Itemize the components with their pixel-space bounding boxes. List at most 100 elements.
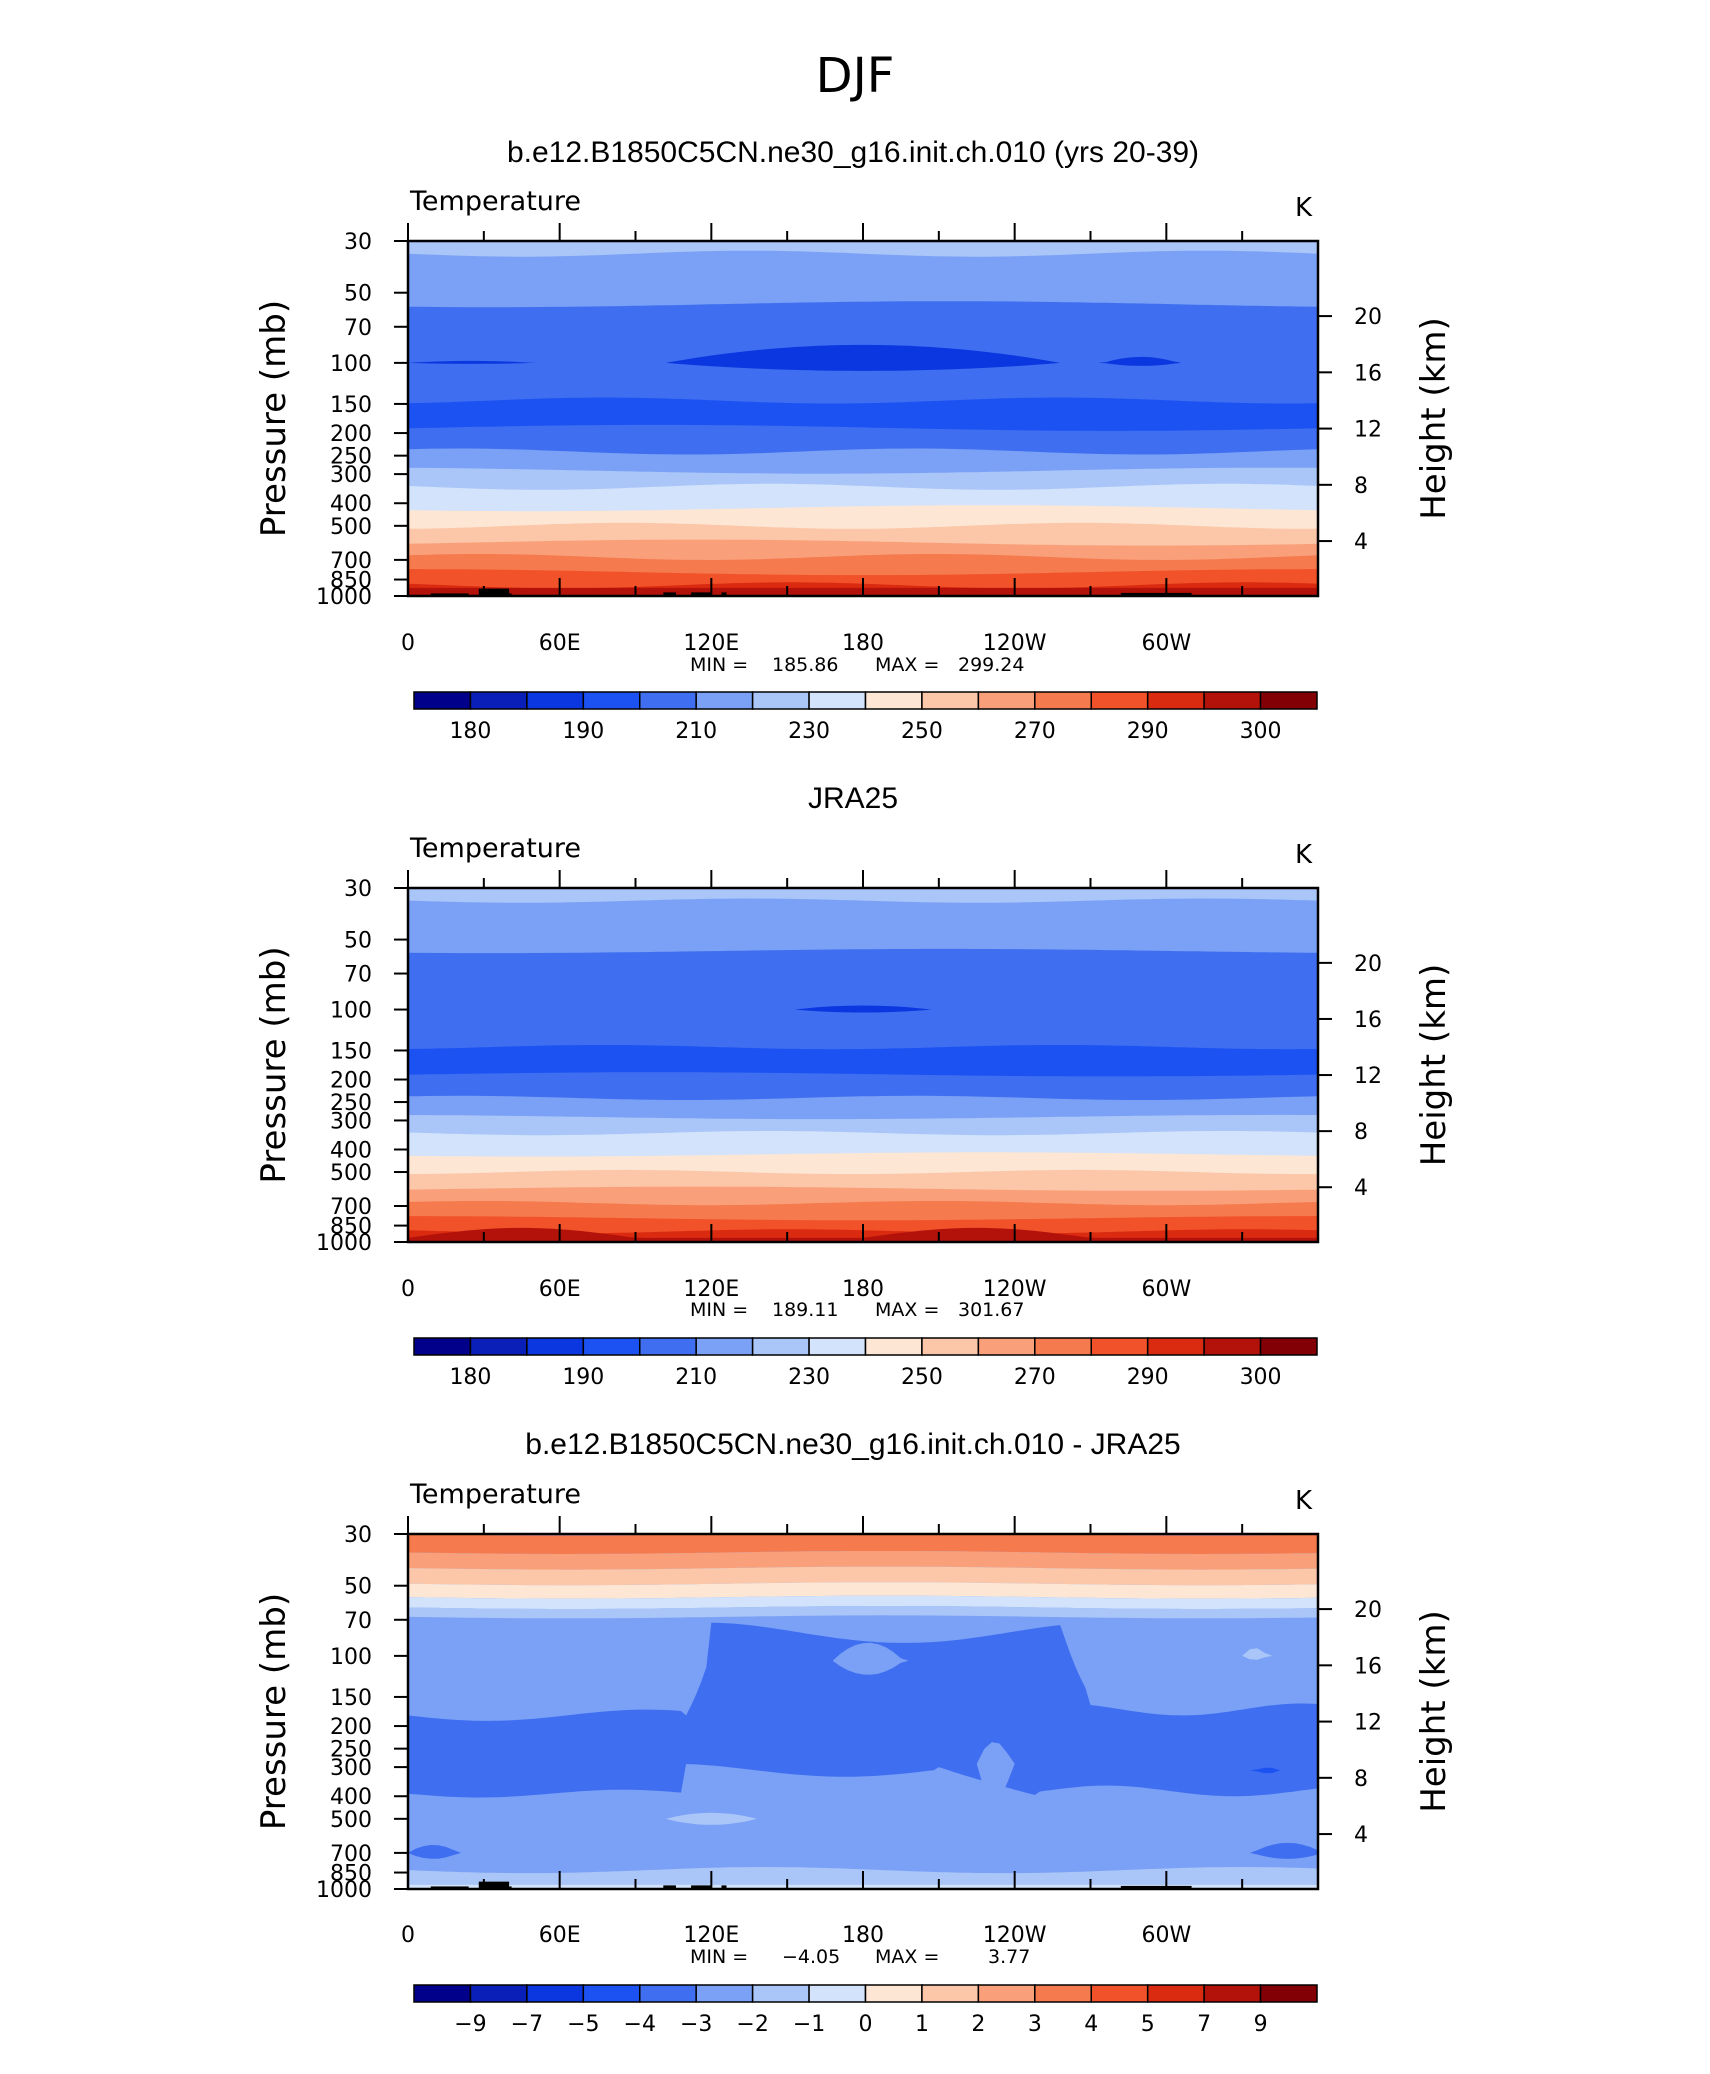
- contour-field: [408, 241, 1318, 596]
- y2-axis-label: Height (km): [1414, 964, 1454, 1167]
- colorbar-swatch: [864, 1337, 923, 1356]
- topography-mask: [478, 1881, 510, 1889]
- colorbar-label: 190: [562, 1365, 604, 1390]
- difference-band: [408, 1595, 1318, 1609]
- x-tick-label: 60W: [1141, 1923, 1191, 1948]
- colorbar-swatch: [469, 1984, 528, 2003]
- difference-band: [408, 1582, 1318, 1599]
- colorbar-swatch: [639, 1337, 697, 1356]
- min-value: −4.05: [782, 1946, 840, 1968]
- colorbar-swatch: [469, 1337, 528, 1356]
- y-tick-label: 400: [330, 492, 372, 517]
- colorbar-label: −4: [624, 2012, 656, 2037]
- y-tick-label: 100: [330, 999, 372, 1024]
- y-tick-label: 850: [330, 569, 372, 594]
- max-value: 299.24: [958, 654, 1024, 676]
- difference-band: [408, 1534, 1318, 1554]
- x-tick-label: 120W: [983, 1277, 1047, 1302]
- y-axis-label: Pressure (mb): [254, 300, 294, 537]
- y-tick-label: 400: [330, 1138, 372, 1163]
- colorbar: 180 190 210 230 250 270 290 300: [413, 691, 1318, 744]
- variable-label: Temperature: [409, 833, 581, 864]
- y-tick-label: 100: [330, 352, 372, 377]
- difference-band: [408, 1606, 1318, 1619]
- colorbar-swatch: [751, 1337, 810, 1356]
- colorbar-label: −5: [567, 2012, 599, 2037]
- topography-mask: [691, 592, 712, 596]
- colorbar-label: 180: [449, 719, 491, 744]
- y-tick-label: 850: [330, 1215, 372, 1240]
- colorbar-label: 180: [449, 1365, 491, 1390]
- topography-mask: [478, 588, 510, 596]
- colorbar-label: 300: [1240, 1365, 1282, 1390]
- contour-field: [408, 888, 1318, 1242]
- colorbar-swatch: [751, 691, 810, 710]
- colorbar-swatch: [977, 1984, 1036, 2003]
- y-tick-label: 1000: [316, 1231, 372, 1256]
- y2-axis-label: Height (km): [1414, 317, 1454, 520]
- colorbar-label: 4: [1084, 2012, 1098, 2037]
- colorbar-swatch: [1090, 1337, 1149, 1356]
- colorbar-swatch: [921, 1984, 980, 2003]
- colorbar-swatch: [413, 1984, 472, 2003]
- y2-tick-label: 16: [1354, 1008, 1382, 1033]
- max-value: 3.77: [988, 1946, 1030, 1968]
- colorbar-label: 1: [915, 2012, 929, 2037]
- y2-tick-label: 4: [1354, 1823, 1368, 1848]
- y-tick-label: 70: [344, 316, 372, 341]
- y-tick-label: 50: [344, 282, 372, 307]
- contour-field: [408, 1534, 1318, 1889]
- colorbar-swatch: [1034, 1984, 1092, 2003]
- colorbar-label: 250: [901, 719, 943, 744]
- y-tick-label: 100: [330, 1645, 372, 1670]
- min-value: 189.11: [772, 1299, 838, 1321]
- y-tick-label: 50: [344, 1575, 372, 1600]
- colorbar-swatch: [1146, 1337, 1205, 1356]
- x-tick-label: 60E: [539, 1923, 581, 1948]
- cold-core-region: [408, 344, 1318, 371]
- page-title: DJF: [816, 48, 895, 104]
- y-tick-label: 30: [344, 1523, 372, 1548]
- colorbar-swatch: [808, 691, 867, 710]
- colorbar-swatch: [921, 691, 980, 710]
- y-tick-label: 850: [330, 1862, 372, 1887]
- topography-mask: [721, 592, 727, 596]
- x-tick-label: 60E: [539, 1277, 581, 1302]
- colorbar-swatch: [582, 1337, 641, 1356]
- y2-tick-label: 20: [1354, 952, 1382, 977]
- colorbar-swatch: [977, 1337, 1036, 1356]
- difference-band: [408, 1566, 1318, 1586]
- units-label: K: [1295, 193, 1313, 223]
- colorbar-label: 250: [901, 1365, 943, 1390]
- colorbar-swatch: [977, 691, 1036, 710]
- y-tick-label: 30: [344, 230, 372, 255]
- y-tick-label: 1000: [316, 585, 372, 610]
- colorbar-swatch: [582, 691, 641, 710]
- colorbar-swatch: [1203, 691, 1262, 710]
- y-tick-label: 200: [330, 1715, 372, 1740]
- colorbar-label: −9: [454, 2012, 486, 2037]
- max-label: MAX =: [875, 654, 939, 676]
- topography-mask: [663, 1885, 676, 1889]
- y-tick-label: 500: [330, 515, 372, 540]
- panel-1: JRA25 Temperature K 0 60E 120E 180 120W 60W 30 50 7…: [254, 782, 1454, 1390]
- panel-2: b.e12.B1850C5CN.ne30_g16.init.ch.010 - J…: [254, 1428, 1454, 2037]
- y-tick-label: 700: [330, 1842, 372, 1867]
- colorbar-label: −3: [680, 2012, 712, 2037]
- y-tick-label: 250: [330, 1738, 372, 1763]
- y2-tick-label: 20: [1354, 1598, 1382, 1623]
- cold-core-region: [408, 1005, 1318, 1013]
- colorbar-swatch: [526, 1984, 585, 2003]
- colorbar-label: 0: [859, 2012, 873, 2037]
- variable-label: Temperature: [409, 1479, 581, 1510]
- x-tick-label: 180: [842, 1277, 884, 1302]
- y-tick-label: 150: [330, 1039, 372, 1064]
- colorbar: 180 190 210 230 250 270 290 300: [413, 1337, 1318, 1390]
- panel-title: b.e12.B1850C5CN.ne30_g16.init.ch.010 (yr…: [507, 136, 1199, 169]
- colorbar-swatch: [639, 691, 697, 710]
- y2-tick-label: 4: [1354, 1176, 1368, 1201]
- y-tick-label: 70: [344, 1609, 372, 1634]
- x-tick-label: 60W: [1141, 1277, 1191, 1302]
- y-tick-label: 700: [330, 1195, 372, 1220]
